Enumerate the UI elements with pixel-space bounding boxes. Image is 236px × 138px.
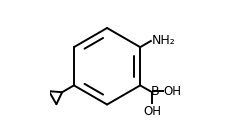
Text: OH: OH <box>143 105 161 118</box>
Text: B: B <box>151 85 160 98</box>
Text: NH₂: NH₂ <box>152 34 176 47</box>
Text: OH: OH <box>164 85 182 98</box>
